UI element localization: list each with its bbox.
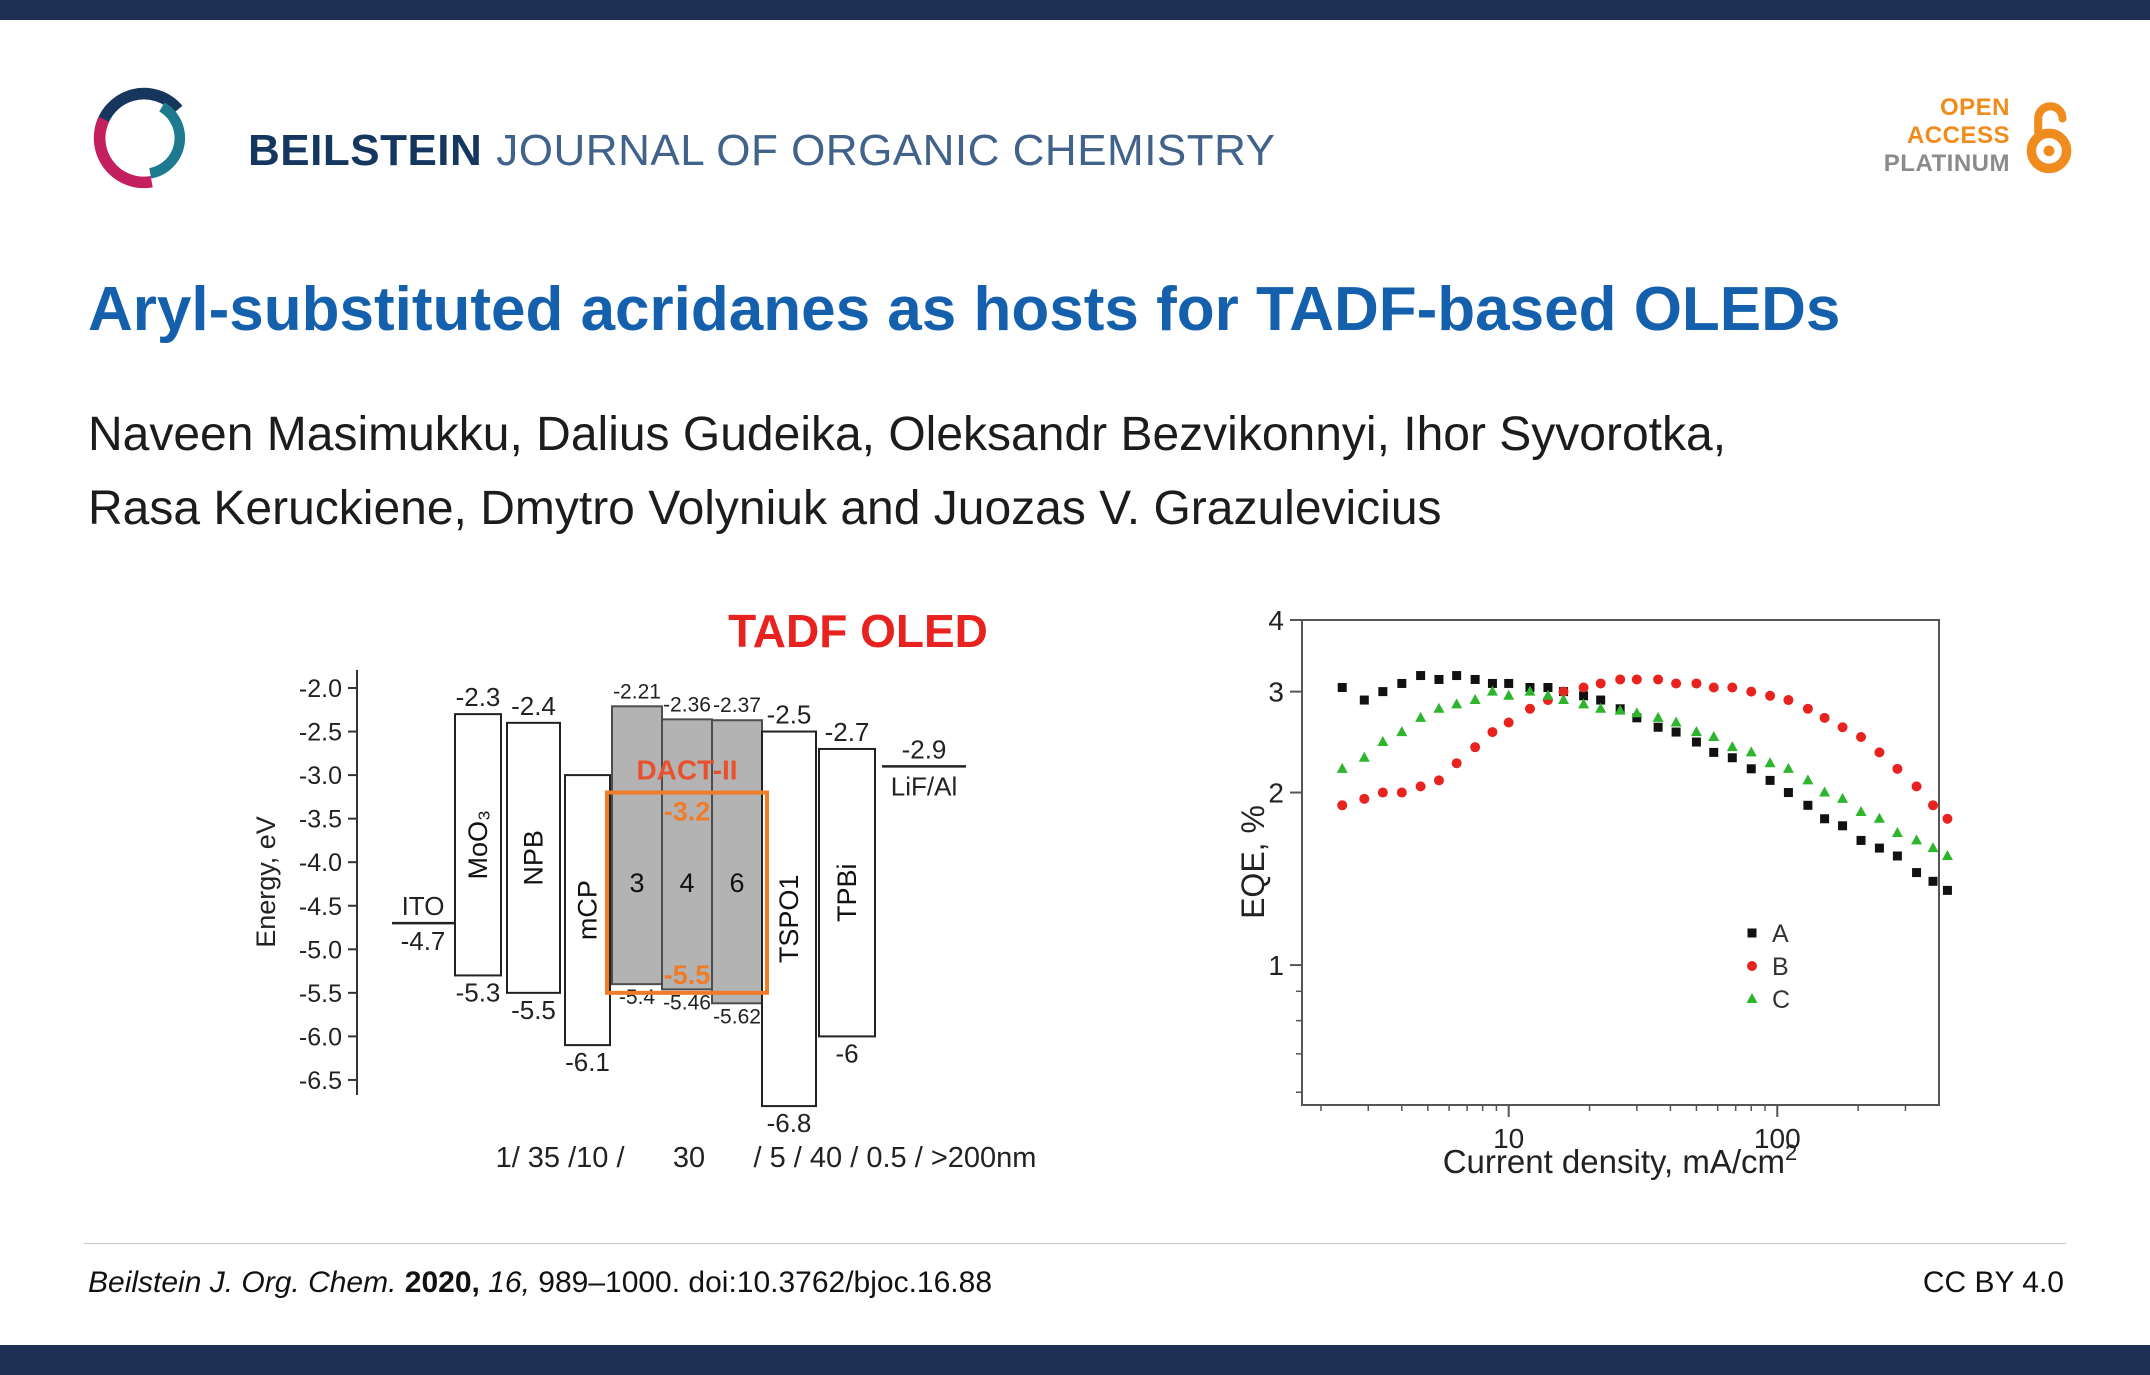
svg-text:-2.4: -2.4 (511, 691, 556, 721)
svg-text:-3.0: -3.0 (299, 762, 342, 790)
svg-text:EQE, %: EQE, % (1240, 805, 1271, 919)
bottom-accent-bar (0, 1345, 2150, 1375)
citation-year: 2020, (404, 1266, 480, 1299)
svg-text:ITO: ITO (402, 891, 445, 921)
top-accent-bar (0, 0, 2150, 20)
energy-level-diagram-svg: TADF OLED -2.0 -2.5 -3.0 -3.5 -4.0 -4.5 -5.0 -5.… (251, 605, 1037, 1174)
svg-text:4: 4 (1268, 605, 1284, 636)
svg-text:-5.62: -5.62 (713, 1005, 761, 1028)
svg-text:-5.5: -5.5 (511, 995, 556, 1025)
svg-text:mCP: mCP (573, 880, 603, 940)
svg-text:-3.5: -3.5 (299, 806, 342, 834)
svg-text:-2.9: -2.9 (902, 734, 947, 764)
svg-text:-2.36: -2.36 (663, 693, 711, 716)
open-access-line3: PLATINUM (1883, 150, 2010, 177)
svg-text:-4.0: -4.0 (299, 849, 342, 877)
svg-text:-6.8: -6.8 (767, 1108, 812, 1138)
citation-journal: Beilstein J. Org. Chem. (88, 1266, 397, 1299)
citation: Beilstein J. Org. Chem. 2020, 16, 989–10… (88, 1266, 992, 1300)
figure-eqe-plot: 10 100 1 2 3 4 ABC EQE, % Current density, mA/cm… (1235, 598, 2000, 1188)
svg-text:-4.7: -4.7 (401, 926, 446, 956)
svg-text:-2.0: -2.0 (299, 675, 342, 703)
svg-text:-6.5: -6.5 (299, 1067, 342, 1095)
journal-name: BEILSTEIN JOURNAL OF ORGANIC CHEMISTRY (248, 126, 1275, 176)
journal-name-bold: BEILSTEIN (248, 126, 483, 175)
authors: Naveen Masimukku, Dalius Gudeika, Oleksa… (88, 398, 1726, 546)
svg-text:A: A (1772, 920, 1789, 948)
svg-text:-5.5: -5.5 (299, 980, 342, 1008)
authors-line1: Naveen Masimukku, Dalius Gudeika, Oleksa… (88, 408, 1727, 461)
citation-volume: 16, (488, 1266, 530, 1299)
svg-text:-6.0: -6.0 (299, 1023, 342, 1051)
license-label: CC BY 4.0 (1922, 1266, 2064, 1299)
svg-text:MoO₃: MoO₃ (463, 810, 493, 880)
svg-text:TADF OLED: TADF OLED (728, 605, 988, 657)
beilstein-logo (93, 87, 186, 189)
citation-rest: 989–1000. doi:10.3762/bjoc.16.88 (538, 1266, 993, 1299)
svg-text:3: 3 (1268, 677, 1284, 708)
footer-divider (84, 1243, 2066, 1244)
open-access-line1: OPEN (1939, 94, 2010, 121)
svg-text:4: 4 (679, 868, 694, 898)
svg-text:-6.1: -6.1 (565, 1047, 610, 1077)
svg-text:-6: -6 (835, 1038, 858, 1068)
svg-text:-5.4: -5.4 (619, 986, 656, 1009)
svg-text:Current density, mA/cm2: Current density, mA/cm2 (1443, 1140, 1798, 1180)
svg-text:100: 100 (1754, 1123, 1801, 1154)
svg-text:-2.3: -2.3 (456, 682, 501, 712)
svg-text:-2.37: -2.37 (713, 694, 761, 717)
svg-text:1: 1 (1268, 950, 1284, 981)
svg-text:DACT-II: DACT-II (636, 755, 737, 786)
svg-text:-2.5: -2.5 (767, 700, 812, 730)
svg-text:-5.0: -5.0 (299, 936, 342, 964)
svg-text:1/ 35 /10 / 30 / 5 /: 1/ 35 /10 / 30 / 5 / 40 / 0.5 / >200nm (496, 1142, 1037, 1174)
svg-text:6: 6 (729, 868, 744, 898)
figure-energy-diagram: TADF OLED -2.0 -2.5 -3.0 -3.5 -4.0 -4.5 -5.0 -5.… (235, 595, 1155, 1195)
svg-text:B: B (1772, 953, 1789, 981)
authors-line2: Rasa Keruckiene, Dmytro Volyniuk and Juo… (88, 482, 1442, 535)
svg-text:2: 2 (1268, 778, 1284, 809)
svg-text:3: 3 (629, 868, 644, 898)
open-access-badge: OPEN ACCESS PLATINUM (1884, 94, 2076, 178)
svg-text:TPBi: TPBi (832, 863, 862, 922)
svg-text:-2.21: -2.21 (613, 680, 661, 703)
svg-text:Energy, eV: Energy, eV (251, 816, 281, 948)
open-access-lock-icon (2026, 102, 2072, 174)
svg-text:-5.5: -5.5 (664, 960, 711, 990)
svg-text:10: 10 (1493, 1123, 1524, 1154)
svg-text:-2.7: -2.7 (825, 717, 870, 747)
open-access-text: OPEN ACCESS PLATINUM (1884, 94, 2010, 178)
page-title: Aryl-substituted acridanes as hosts for … (88, 275, 1841, 344)
svg-text:NPB: NPB (519, 830, 549, 886)
svg-text:-5.3: -5.3 (456, 977, 501, 1007)
svg-text:-4.5: -4.5 (299, 893, 342, 921)
journal-name-rest: JOURNAL OF ORGANIC CHEMISTRY (496, 126, 1276, 175)
svg-text:-3.2: -3.2 (664, 797, 711, 827)
svg-text:-2.5: -2.5 (299, 719, 342, 747)
svg-text:C: C (1772, 986, 1790, 1014)
svg-text:-5.46: -5.46 (663, 991, 711, 1014)
svg-text:LiF/Al: LiF/Al (891, 771, 957, 801)
svg-text:TSPO1: TSPO1 (774, 875, 804, 964)
open-access-line2: ACCESS (1906, 122, 2010, 149)
eqe-scatter-plot-svg: 10 100 1 2 3 4 ABC EQE, % Current density, mA/cm… (1235, 605, 1953, 1180)
